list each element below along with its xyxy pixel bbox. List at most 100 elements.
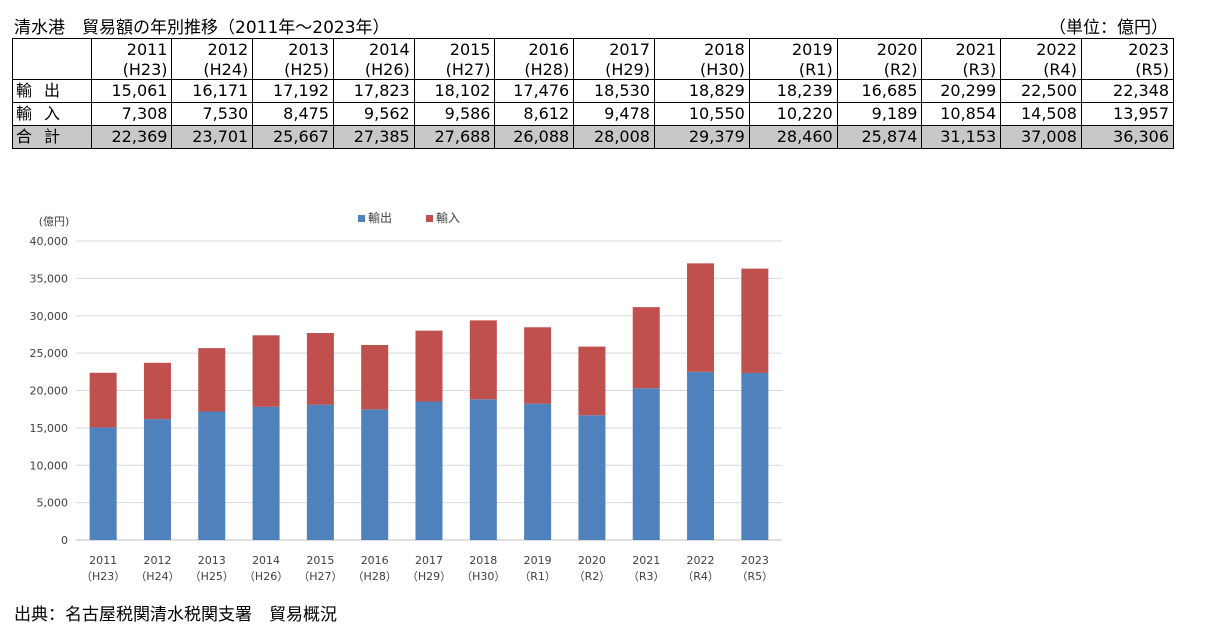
table-header-era: (H29) (573, 59, 655, 80)
legend-swatch (358, 215, 365, 222)
x-tick-label: 2020 (578, 554, 606, 567)
x-tick-sublabel: （H27） (298, 570, 342, 583)
x-tick-label: 2023 (741, 554, 769, 567)
table-cell: 29,379 (653, 125, 750, 149)
table-header-year: 2016 (494, 38, 575, 59)
table-cell: 10,854 (921, 102, 1002, 126)
bar-import (415, 330, 443, 402)
table-header-era: (H23) (90, 59, 173, 80)
table-cell: 18,829 (653, 79, 750, 103)
bar-import (469, 320, 497, 400)
x-tick-label: 2014 (252, 554, 280, 567)
table-cell: 9,478 (573, 102, 655, 126)
table-row-label: 輸入 (12, 102, 92, 126)
table-cell: 16,171 (171, 79, 254, 103)
y-tick-label: 40,000 (30, 235, 69, 248)
table-header-era: (H30) (653, 59, 750, 80)
x-tick-label: 2012 (143, 554, 171, 567)
table-header-era: (H25) (252, 59, 334, 80)
y-axis-label: (億円) (39, 215, 70, 228)
bar-export (741, 372, 769, 540)
x-tick-sublabel: （H30） (461, 570, 505, 583)
x-tick-label: 2015 (306, 554, 334, 567)
x-tick-label: 2022 (687, 554, 715, 567)
x-tick-sublabel: （H25） (190, 570, 234, 583)
source-note: 出典：名古屋税関清水税関支署 貿易概況 (14, 605, 337, 625)
table-header-era: (H24) (171, 59, 254, 80)
table-cell: 23,701 (171, 125, 254, 149)
x-tick-label: 2016 (361, 554, 389, 567)
table-header-year: 2018 (653, 38, 750, 59)
legend-swatch (426, 215, 433, 222)
legend-label: 輸出 (368, 210, 392, 225)
bar-export (306, 404, 334, 540)
table-header-year: 2019 (748, 38, 838, 59)
bar-import (524, 327, 552, 404)
legend-label: 輸入 (436, 210, 460, 225)
x-tick-sublabel: （R2） (574, 570, 611, 583)
y-tick-label: 0 (61, 534, 68, 547)
bar-import (741, 268, 769, 373)
x-tick-label: 2011 (89, 554, 117, 567)
table-row-label: 輸出 (12, 79, 92, 103)
table-header-era: (H26) (332, 59, 415, 80)
table-cell: 7,530 (171, 102, 254, 126)
table-header-year: 2017 (573, 38, 655, 59)
table-cell: 17,476 (494, 79, 575, 103)
table-header-era: (R3) (921, 59, 1002, 80)
x-tick-sublabel: （R3） (628, 570, 665, 583)
table-cell: 7,308 (90, 102, 173, 126)
table-header-era: (H27) (413, 59, 496, 80)
y-tick-label: 15,000 (30, 422, 69, 435)
bar-export (415, 401, 443, 540)
table-cell: 27,688 (413, 125, 496, 149)
x-tick-sublabel: （H29） (407, 570, 451, 583)
table-header-year: 2014 (332, 38, 415, 59)
table-header-year: 2023 (1080, 38, 1175, 59)
trade-chart: 0 5,000 10,000 15,000 20,000 25,000 30,000 35,0… (30, 210, 782, 583)
table-header-year: 2012 (171, 38, 254, 59)
table-cell: 25,874 (836, 125, 923, 149)
table-cell: 9,562 (332, 102, 415, 126)
table-cell: 20,299 (921, 79, 1002, 103)
table-cell: 18,530 (573, 79, 655, 103)
y-tick-label: 10,000 (30, 459, 69, 472)
table-cell: 18,239 (748, 79, 838, 103)
bar-import (306, 333, 334, 405)
table-corner-cell (12, 38, 92, 59)
table-cell: 18,102 (413, 79, 496, 103)
x-tick-label: 2021 (632, 554, 660, 567)
table-row-export: 輸出 15,061 16,171 17,192 17,823 18,102 17,476 18… (12, 79, 1175, 103)
bar-import (578, 346, 606, 416)
table-header-era: (R5) (1080, 59, 1175, 80)
table-cell: 22,369 (90, 125, 173, 149)
x-tick-label: 2019 (524, 554, 552, 567)
table-cell: 25,667 (252, 125, 334, 149)
table-row-import: 輸入 7,308 7,530 8,475 9,562 9,586 8,612 9,478 10,… (12, 102, 1175, 126)
bar-export (361, 409, 389, 540)
y-tick-label: 20,000 (30, 385, 69, 398)
table-cell: 14,508 (1000, 102, 1082, 126)
x-tick-sublabel: （H26） (244, 570, 288, 583)
table-header-year: 2015 (413, 38, 496, 59)
table-row-label: 合計 (12, 125, 92, 149)
bar-export (632, 388, 660, 540)
x-tick-sublabel: （H23） (81, 570, 125, 583)
table-cell: 28,008 (573, 125, 655, 149)
table-cell: 17,192 (252, 79, 334, 103)
trade-table: 2011 2012 2013 2014 2015 2016 2017 2018 2019 2020… (12, 38, 1175, 149)
table-header-year: 2021 (921, 38, 1002, 59)
table-header-year: 2020 (836, 38, 923, 59)
table-cell: 28,460 (748, 125, 838, 149)
table-cell: 16,685 (836, 79, 923, 103)
x-tick-sublabel: （R5） (737, 570, 774, 583)
table-header-era: (R2) (836, 59, 923, 80)
table-corner-cell (12, 59, 92, 80)
table-cell: 27,385 (332, 125, 415, 149)
x-tick-sublabel: （R1） (519, 570, 556, 583)
bar-export (198, 411, 226, 540)
table-header-year: 2022 (1000, 38, 1082, 59)
table-header-era: (R1) (748, 59, 838, 80)
unit-label: （単位：億円） (1049, 18, 1168, 38)
bar-import (143, 362, 171, 420)
